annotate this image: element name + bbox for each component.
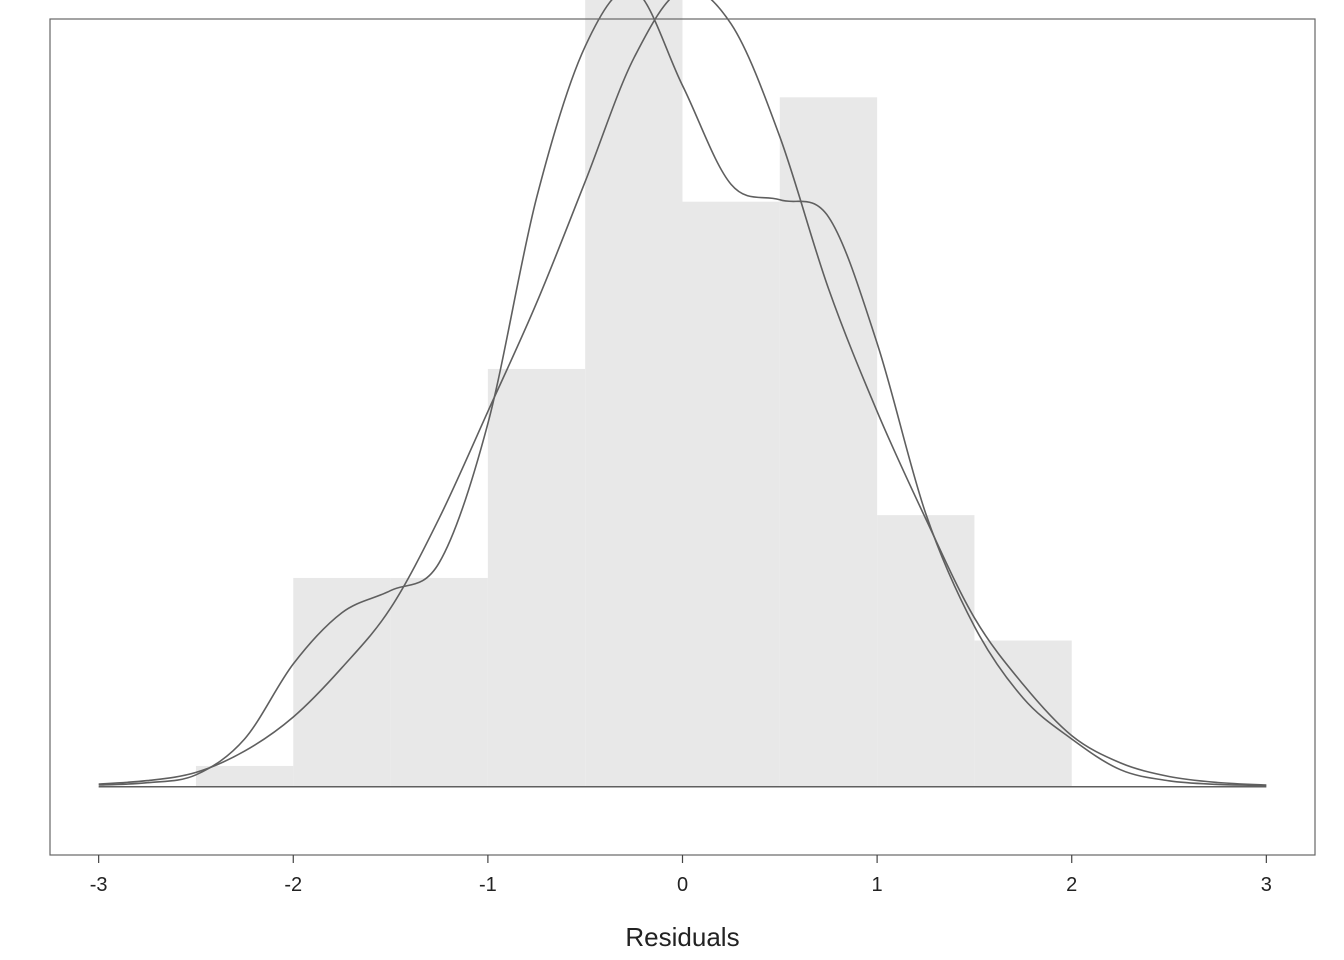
histogram-bar: [487, 368, 586, 787]
histogram-bar: [779, 97, 878, 787]
histogram-bar: [585, 0, 683, 787]
x-tick-label: -2: [284, 874, 302, 896]
histogram-bar: [877, 515, 975, 787]
histogram-bar: [390, 577, 488, 787]
histogram-bar: [682, 201, 780, 787]
x-tick-label: 2: [1066, 874, 1077, 896]
histogram-bar: [293, 577, 391, 787]
x-tick-label: 3: [1261, 874, 1272, 896]
x-axis-title: Residuals: [625, 922, 739, 952]
density-curve-1: [98, 0, 1267, 786]
x-tick-label: 1: [872, 874, 883, 896]
x-tick-label: -3: [90, 874, 108, 896]
density-curves: [98, 0, 1267, 787]
histogram-bar: [195, 765, 294, 787]
histogram-bar: [974, 640, 1072, 787]
x-axis: -3 -2 -1 0 1 2 3: [90, 855, 1272, 896]
histogram-bars: [195, 0, 1072, 787]
x-tick-label: 0: [677, 874, 688, 896]
density-curve-2: [98, 0, 1267, 787]
x-tick-label: -1: [479, 874, 497, 896]
